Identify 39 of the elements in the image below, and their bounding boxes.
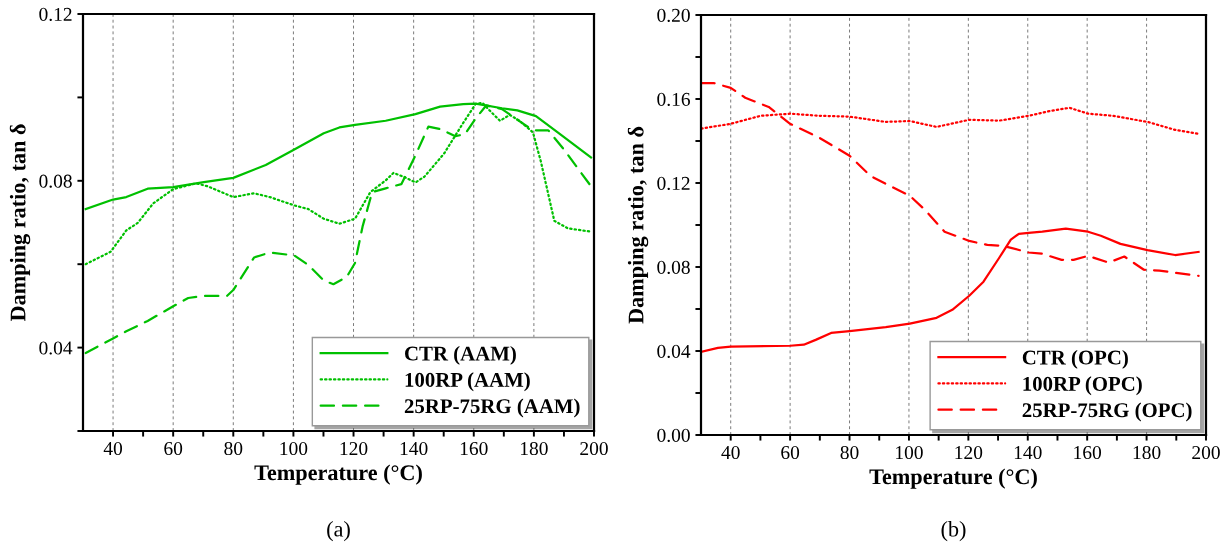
y-axis-title: Damping ratio, tan δ: [9, 124, 31, 322]
x-tick-label: 40: [721, 445, 740, 460]
x-tick-label: 200: [1192, 445, 1220, 460]
y-tick-label: 0.04: [657, 344, 691, 359]
x-tick-label: 200: [580, 441, 608, 456]
y-tick-label: 0.20: [657, 8, 690, 23]
x-tick-label: 160: [460, 441, 488, 456]
x-axis-title: Temperature (°C): [869, 468, 1037, 489]
x-tick-label: 140: [400, 441, 428, 456]
x-tick-label: 140: [1014, 445, 1042, 460]
y-tick-label: 0.12: [657, 176, 690, 191]
y-tick-label: 0.00: [657, 428, 690, 443]
legend-label: CTR (OPC): [1022, 349, 1128, 369]
x-tick-label: 180: [1133, 445, 1161, 460]
x-tick-label: 100: [896, 445, 923, 460]
x-tick-label: 100: [280, 441, 308, 456]
x-tick-label: 180: [521, 441, 548, 456]
legend-label: 25RP-75RG (AAM): [404, 398, 580, 418]
text: (a): [327, 520, 350, 542]
x-tick-label: 160: [1074, 445, 1102, 460]
x-tick-label: 60: [164, 441, 183, 456]
x-axis-title: Temperature (°C): [254, 464, 422, 485]
y-tick-label: 0.04: [39, 341, 73, 355]
y-tick-label: 0.08: [657, 260, 690, 275]
x-tick-label: 80: [224, 441, 243, 456]
y-axis-title: Damping ratio, tan δ: [627, 126, 649, 324]
legend-label: 25RP-75RG (OPC): [1022, 402, 1192, 422]
x-tick-label: 60: [781, 445, 800, 460]
legend-label: 100RP (AAM): [405, 372, 530, 392]
text: (b): [941, 520, 966, 542]
legend-label: 100RP (OPC): [1023, 376, 1142, 396]
x-tick-label: 120: [340, 441, 368, 456]
x-tick-label: 40: [103, 441, 123, 456]
y-tick-label: 0.12: [39, 7, 72, 22]
legend-label: CTR (AAM): [405, 345, 516, 365]
y-tick-label: 0.16: [657, 92, 690, 107]
y-tick-label: 0.08: [39, 174, 72, 188]
x-tick-label: 120: [955, 445, 983, 460]
x-tick-label: 80: [840, 445, 859, 460]
